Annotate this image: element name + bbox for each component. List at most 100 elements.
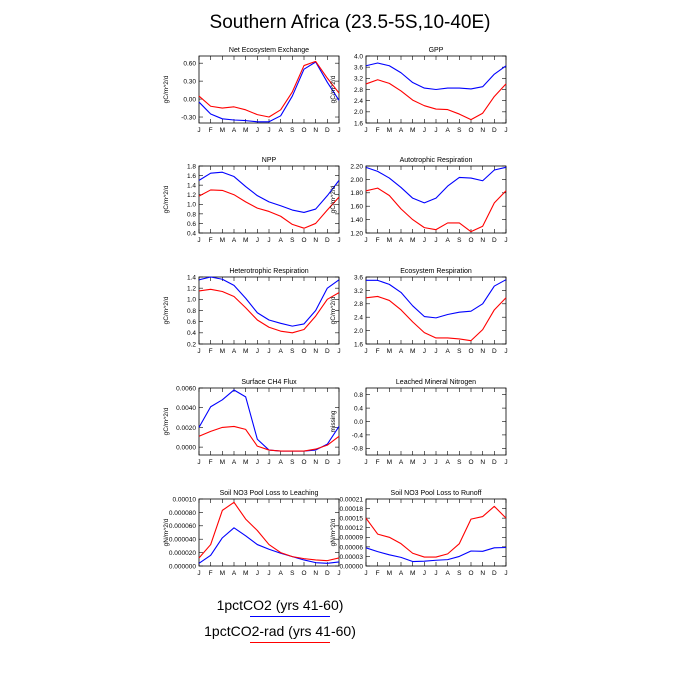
x-tick-label: J xyxy=(423,348,426,355)
x-tick-label: J xyxy=(267,348,270,355)
y-tick-label: 0.000080 xyxy=(169,510,196,517)
y-tick-label: 1.80 xyxy=(350,190,363,197)
x-tick-label: A xyxy=(399,237,404,244)
x-tick-label: A xyxy=(232,459,237,466)
x-tick-label: J xyxy=(364,237,367,244)
legend-label-series1: 1pctCO2 (yrs 41-60) xyxy=(216,597,344,613)
series-line-1 xyxy=(198,61,340,123)
y-axis-label: gC/m^2/d xyxy=(163,185,170,213)
y-tick-label: 2.8 xyxy=(354,301,363,308)
y-tick-label: 1.0 xyxy=(187,297,196,304)
x-tick-label: A xyxy=(445,127,450,134)
x-tick-label: A xyxy=(445,570,450,577)
x-tick-label: F xyxy=(209,348,213,355)
series-line-2 xyxy=(365,187,507,233)
y-tick-label: 0.8 xyxy=(187,308,196,315)
y-tick-label: 2.4 xyxy=(354,315,363,322)
x-tick-label: J xyxy=(256,127,259,134)
series-line-2 xyxy=(198,425,340,452)
series-line-1 xyxy=(198,276,340,327)
panel-title: GPP xyxy=(429,47,444,54)
x-tick-label: F xyxy=(209,459,213,466)
y-axis-label: missing xyxy=(330,410,337,432)
x-tick-label: D xyxy=(325,348,330,355)
series-line-1 xyxy=(198,171,340,213)
x-tick-label: J xyxy=(267,570,270,577)
x-tick-label: S xyxy=(290,348,295,355)
x-tick-label: O xyxy=(468,127,473,134)
x-tick-label: M xyxy=(243,237,248,244)
y-tick-label: 4.0 xyxy=(354,53,363,60)
y-tick-label: 0.0020 xyxy=(176,425,196,432)
x-tick-label: A xyxy=(399,459,404,466)
x-tick-label: A xyxy=(232,127,237,134)
y-tick-label: 0.00010 xyxy=(173,496,197,503)
x-tick-label: D xyxy=(325,570,330,577)
x-tick-label: J xyxy=(197,348,200,355)
y-tick-label: 0.8 xyxy=(187,211,196,218)
x-tick-label: J xyxy=(267,237,270,244)
plot-frame xyxy=(365,276,507,345)
x-tick-label: D xyxy=(325,459,330,466)
x-tick-label: D xyxy=(325,237,330,244)
x-tick-label: J xyxy=(197,127,200,134)
x-tick-label: J xyxy=(337,348,340,355)
x-tick-label: M xyxy=(243,459,248,466)
y-tick-label: 1.6 xyxy=(354,341,363,348)
x-tick-label: J xyxy=(256,459,259,466)
x-tick-label: M xyxy=(220,127,225,134)
y-axis-label: gC/m^2/d xyxy=(163,407,170,435)
x-tick-label: J xyxy=(504,570,507,577)
x-tick-label: D xyxy=(492,348,497,355)
plot-frame xyxy=(365,387,507,456)
x-tick-label: M xyxy=(410,459,415,466)
panel-title: Heterotrophic Respiration xyxy=(229,268,308,275)
legend-label-series2: 1pctCO2-rad (yrs 41-60) xyxy=(204,623,356,639)
x-tick-label: N xyxy=(313,459,318,466)
y-tick-label: 0.8 xyxy=(354,392,363,399)
y-tick-label: 3.2 xyxy=(354,76,363,83)
y-tick-label: 0.000000 xyxy=(169,563,196,570)
x-tick-label: S xyxy=(457,570,462,577)
y-tick-label: 0.00006 xyxy=(340,544,364,551)
x-tick-label: A xyxy=(278,127,283,134)
x-tick-label: F xyxy=(209,570,213,577)
y-tick-label: -0.8 xyxy=(352,446,364,453)
y-tick-label: 0.6 xyxy=(187,319,196,326)
series-line-1 xyxy=(198,527,340,564)
series-line-2 xyxy=(365,79,507,121)
y-tick-label: 0.000020 xyxy=(169,550,196,557)
x-tick-label: M xyxy=(410,348,415,355)
y-tick-label: -0.30 xyxy=(181,114,196,121)
panel-title: Net Ecosystem Exchange xyxy=(229,47,309,54)
panel-title: Soil NO3 Pool Loss to Runoff xyxy=(391,490,482,497)
y-axis-label: gC/m^2/d xyxy=(330,296,337,324)
x-tick-label: M xyxy=(243,127,248,134)
y-tick-label: 1.6 xyxy=(187,173,196,180)
x-tick-label: F xyxy=(209,237,213,244)
panel-title: NPP xyxy=(262,157,277,164)
x-tick-label: A xyxy=(278,459,283,466)
x-tick-label: M xyxy=(387,570,392,577)
x-tick-label: A xyxy=(278,237,283,244)
series-line-2 xyxy=(198,288,340,334)
y-tick-label: 0.4 xyxy=(354,406,363,413)
x-tick-label: J xyxy=(364,459,367,466)
x-tick-label: J xyxy=(504,459,507,466)
x-tick-label: M xyxy=(410,570,415,577)
x-tick-label: J xyxy=(423,127,426,134)
series-line-2 xyxy=(198,60,340,118)
x-tick-label: A xyxy=(278,348,283,355)
series-line-1 xyxy=(365,166,507,204)
x-tick-label: J xyxy=(434,348,437,355)
x-tick-label: S xyxy=(290,237,295,244)
y-axis-label: gN/m^2/d xyxy=(330,518,337,546)
x-tick-label: J xyxy=(197,237,200,244)
x-tick-label: F xyxy=(376,237,380,244)
x-tick-label: M xyxy=(387,348,392,355)
panel-5: Heterotrophic Respiration 1.4 1.2 1.0 0.8 0.6… xyxy=(163,268,341,355)
y-tick-label: 1.0 xyxy=(187,202,196,209)
y-tick-label: 0.4 xyxy=(187,330,196,337)
legend-line-series1 xyxy=(250,616,330,617)
